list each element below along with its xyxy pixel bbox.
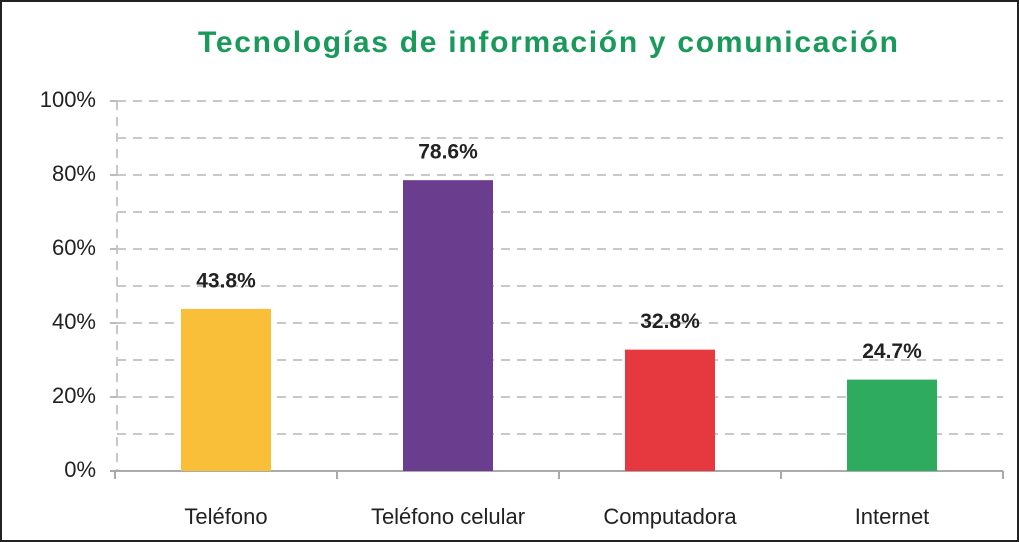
x-tick-label: Teléfono celular (371, 504, 525, 529)
y-tick-label: 0% (64, 457, 96, 482)
y-tick-label: 40% (52, 309, 96, 334)
y-tick-label: 60% (52, 235, 96, 260)
y-tick-label: 20% (52, 383, 96, 408)
chart-title: Tecnologías de información y comunicació… (198, 26, 898, 59)
bar (847, 379, 937, 471)
bar (181, 308, 271, 471)
bar (403, 180, 493, 471)
bar (625, 349, 715, 471)
value-label: 32.8% (640, 310, 700, 333)
value-label: 24.7% (862, 340, 922, 363)
y-tick-label: 100% (40, 87, 96, 112)
x-tick-label: Teléfono (184, 504, 267, 529)
y-tick-label: 80% (52, 161, 96, 186)
x-tick-label: Computadora (603, 504, 737, 529)
value-label: 43.8% (196, 269, 256, 292)
x-tick-label: Internet (855, 504, 930, 529)
value-label: 78.6% (418, 141, 478, 164)
